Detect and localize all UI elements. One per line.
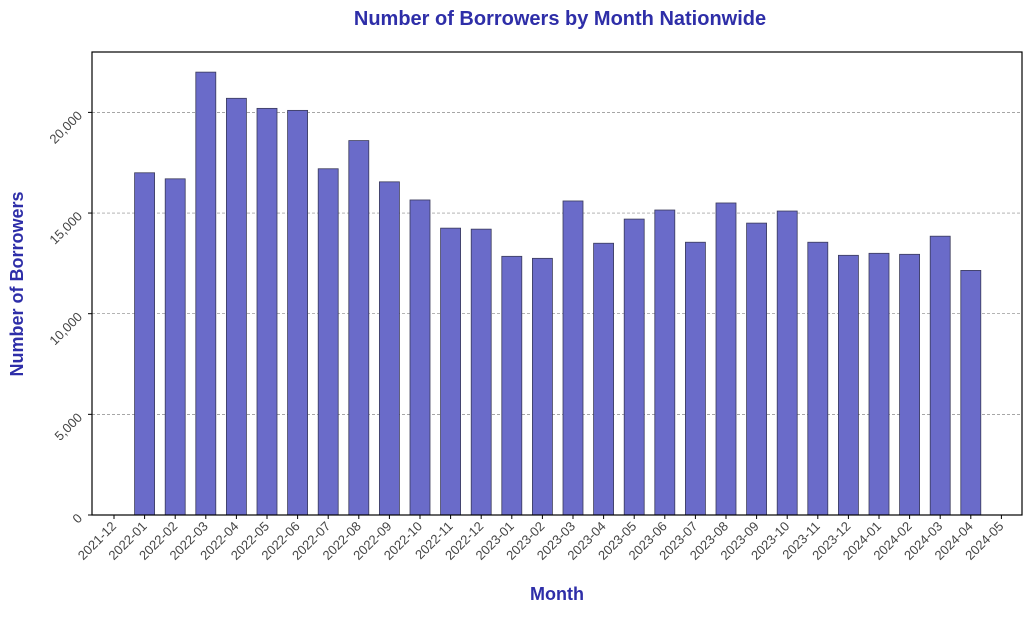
bar-2023-10: [776, 210, 798, 516]
bar-2022-07: [317, 168, 339, 516]
bar-2023-02: [532, 257, 553, 516]
gridlines: [92, 112, 1022, 415]
bar-2023-09: [746, 222, 767, 516]
bar-2023-03: [562, 200, 584, 516]
x-axis-ticks: 2021-122022-012022-022022-032022-042022-…: [75, 515, 1007, 563]
bar-2022-05: [256, 107, 278, 516]
bar-2023-12: [838, 254, 859, 516]
y-tick-label: 15,000: [46, 209, 85, 248]
bar-2022-08: [348, 140, 370, 516]
bar-2022-09: [378, 181, 400, 516]
chart-title: Number of Borrowers by Month Nationwide: [354, 8, 766, 30]
y-tick-label: 20,000: [46, 108, 85, 147]
y-tick-label: 10,000: [46, 309, 85, 348]
bar-2023-07: [685, 241, 706, 516]
bar-2023-01: [501, 255, 523, 516]
bar-2022-10: [409, 199, 431, 516]
bar-2024-02: [899, 253, 920, 516]
bar-2022-11: [440, 227, 462, 516]
bar-2023-05: [623, 218, 645, 516]
bar-2024-04: [960, 270, 982, 516]
bar-2022-02: [164, 178, 186, 516]
bar-2022-06: [287, 109, 309, 516]
y-axis-title: Number of Borrowers: [7, 191, 27, 376]
bar-2023-11: [807, 241, 829, 516]
bar-2022-01: [134, 172, 156, 516]
bar-2023-04: [593, 242, 614, 516]
plot-frame: [91, 51, 1023, 516]
bar-2022-04: [225, 97, 247, 516]
y-tick-label: 5,000: [52, 410, 86, 444]
y-tick-label: 0: [69, 511, 85, 527]
bar-2023-08: [715, 202, 737, 516]
x-axis-title: Month: [530, 584, 584, 604]
bar-2024-01: [868, 252, 890, 516]
bar-2024-03: [929, 235, 951, 516]
y-axis-ticks: 0 5,000 10,000 15,000 20,000: [46, 108, 92, 526]
bar-2022-03: [195, 71, 217, 516]
bar-2022-12: [470, 228, 492, 516]
bars: [134, 71, 982, 516]
bar-2023-06: [654, 209, 676, 516]
